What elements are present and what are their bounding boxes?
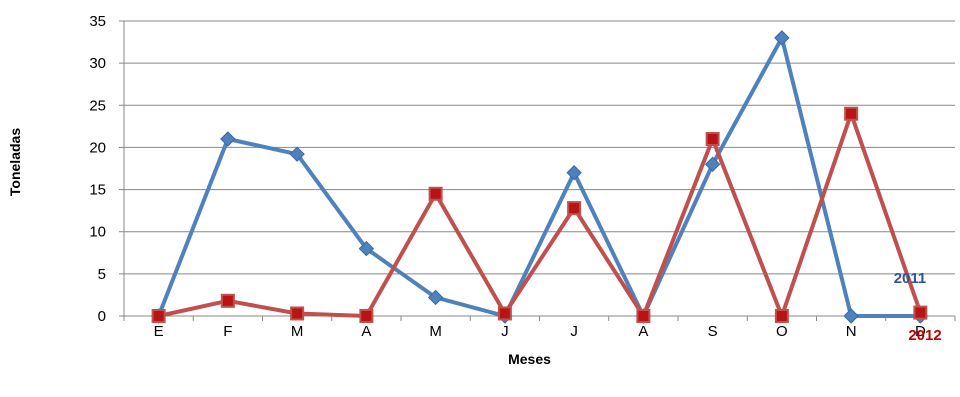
x-tick-label: J [501,323,509,340]
series-2012 [151,106,928,323]
x-axis-title: Meses [508,351,551,367]
series-label-2012: 2012 [908,327,941,344]
x-tick-label: F [223,323,232,340]
y-tick-label: 0 [98,308,106,325]
data-point-2012 [359,309,374,323]
data-point-2012 [497,306,512,321]
data-point-2011 [358,240,375,257]
x-tick-label: J [570,323,578,340]
series-group [150,30,929,324]
data-point-2012 [220,293,235,308]
y-tick-labels: 0 5 10 15 20 25 30 35 [89,13,106,325]
data-point-2011 [566,165,582,181]
y-tick-label: 5 [98,266,106,283]
data-point-2012 [844,106,859,121]
data-point-2012 [151,309,166,323]
data-point-2011 [220,131,236,147]
data-point-2011 [704,156,721,172]
y-tick-label: 30 [89,55,106,72]
data-point-2012 [636,309,651,323]
data-point-2012 [567,201,582,216]
x-tick-label: S [708,323,718,340]
gridlines [119,20,956,321]
y-axis-title: Toneladas [7,128,23,196]
y-tick-label: 20 [89,139,106,156]
data-point-2011 [427,289,444,306]
data-point-2012 [290,306,305,321]
x-tick-label: O [776,323,788,340]
x-tick-label: A [361,323,371,340]
y-tick-label: 10 [89,224,106,241]
series-label-2011: 2011 [894,270,927,287]
data-point-2012 [913,305,928,320]
y-tick-label: 25 [89,97,106,114]
data-point-2012 [774,309,789,323]
data-point-2011 [774,30,790,46]
data-point-2012 [428,186,443,201]
data-point-2012 [705,132,720,146]
x-tick-label: A [638,323,648,340]
x-tick-label: M [429,323,442,340]
series-2011 [150,30,929,324]
series-line-2012 [158,111,923,318]
series-line-2011 [156,35,921,318]
y-tick-label: 35 [89,13,106,30]
data-point-2011 [843,308,859,324]
x-tick-label: D [915,323,926,340]
x-tick-label: E [154,323,164,340]
x-tick-label: N [846,323,857,340]
y-tick-label: 15 [89,182,106,199]
data-point-2011 [289,146,305,162]
x-tick-label: M [291,323,304,340]
